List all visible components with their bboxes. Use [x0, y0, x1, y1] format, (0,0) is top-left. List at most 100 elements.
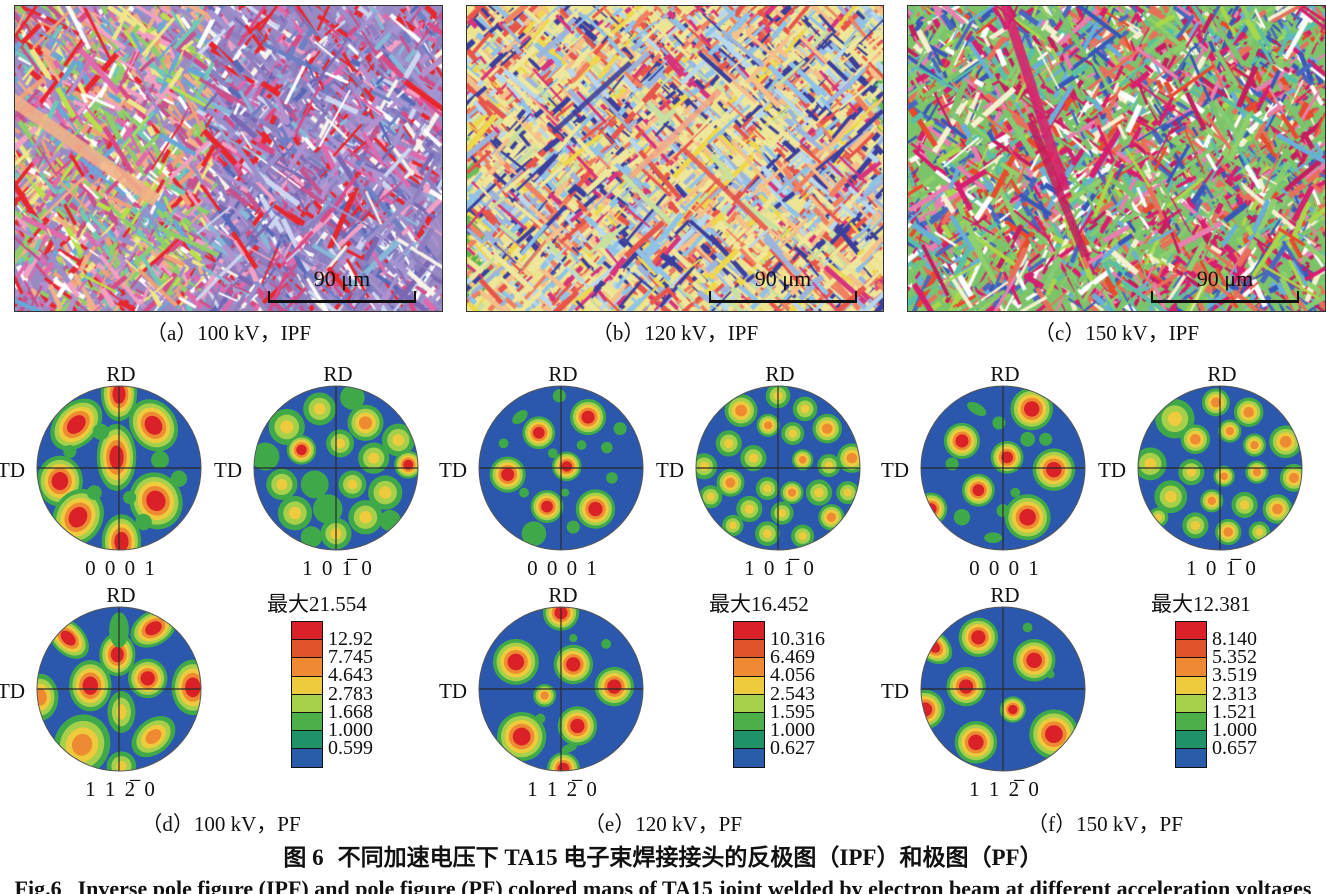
td-axis-label: TD	[656, 458, 684, 482]
ipf-map-120kv	[467, 6, 883, 311]
intensity-legend-120kv: 最大16.452 10.316 6.469 4.056 2.543 1.595 1.000…	[683, 585, 883, 802]
legend-max-label: 最大16.452	[709, 592, 809, 616]
legend-color-box	[734, 622, 764, 641]
td-axis-label: TD	[881, 458, 909, 482]
pole-figure-1120-120kv	[478, 606, 647, 775]
legend-color-box	[292, 749, 322, 767]
legend-value: 6.469	[770, 646, 815, 669]
td-axis-label: TD	[881, 679, 909, 703]
pf-cell-0001-150kv: RD TD 0 0 0 1	[881, 364, 1089, 581]
miller-index-0001: 0 0 0 1	[527, 556, 599, 580]
panel-label-f: （f）150 kV，PF	[1027, 812, 1183, 836]
legend-value: 4.056	[770, 664, 815, 687]
td-axis-label: TD	[214, 458, 242, 482]
legend-value: 0.599	[328, 737, 373, 760]
legend-color-box	[292, 676, 322, 695]
legend-values: 12.92 7.745 4.643 2.783 1.668 1.000 0.599	[328, 621, 373, 768]
caption-zh-number: 图 6	[283, 845, 324, 870]
pole-figure-section: RD TD 0 0 0 1 RD TD 1 0 1̅ 0	[0, 364, 1326, 802]
pf-group-100kv: RD TD 0 0 0 1 RD TD 1 0 1̅ 0	[0, 364, 442, 802]
legend-value: 1.000	[770, 719, 815, 742]
scale-bar-line	[709, 291, 857, 303]
legend-max-label: 最大12.381	[1151, 592, 1251, 616]
pf-cell-1010-150kv: RD TD 1 0 1̅ 0	[1098, 362, 1306, 581]
ipf-label-row: （a）100 kV，IPF （b）120 kV，IPF （c）150 kV，IP…	[0, 318, 1326, 350]
panel-label-d: （d）100 kV，PF	[141, 812, 301, 836]
miller-index-1010: 1 0 1̅ 0	[302, 556, 374, 580]
legend-value: 1.668	[328, 700, 373, 723]
legend-color-scale	[291, 621, 323, 768]
legend-color-box	[734, 712, 764, 732]
pf-cell-1120-150kv: RD TD 1 1 2̅ 0	[881, 583, 1089, 802]
caption-en-text: Inverse pole figure (IPF) and pole figur…	[77, 876, 1312, 894]
legend-value: 8.140	[1212, 628, 1257, 650]
miller-index-1120: 1 1 2̅ 0	[969, 777, 1041, 801]
pole-figure-0001-120kv	[478, 385, 647, 554]
miller-index-0001: 0 0 0 1	[969, 556, 1041, 580]
rd-axis-label: RD	[548, 583, 578, 607]
pf-cell-1120-100kv: RD TD 1 1 2̅ 0	[0, 583, 205, 802]
legend-color-box	[1176, 658, 1206, 677]
panel-label-b: （b）120 kV，IPF	[591, 321, 759, 345]
legend-value: 2.543	[770, 682, 815, 705]
legend-value: 0.657	[1212, 737, 1257, 760]
legend-value: 1.000	[328, 719, 373, 742]
miller-index-1010: 1 0 1̅ 0	[744, 556, 816, 580]
legend-color-box	[1176, 676, 1206, 695]
scale-bar-line	[268, 291, 416, 303]
ipf-map-100kv	[15, 6, 442, 311]
rd-axis-label: RD	[106, 362, 136, 386]
legend-color-box	[1176, 749, 1206, 767]
ipf-map-150kv	[908, 6, 1325, 311]
legend-value: 12.92	[328, 628, 373, 650]
caption-chinese: 图 6 不同加速电压下 TA15 电子束焊接接头的反极图（IPF）和极图（PF）	[0, 842, 1326, 874]
rd-axis-label: RD	[1207, 362, 1237, 386]
scale-bar: 90 μm	[1151, 267, 1299, 303]
legend-color-box	[734, 749, 764, 767]
legend-color-box	[734, 640, 764, 659]
ipf-map-panel-100kv: 90 μm	[14, 5, 443, 312]
legend-value: 7.745	[328, 646, 373, 669]
legend-values: 8.140 5.352 3.519 2.313 1.521 1.000 0.657	[1212, 621, 1257, 768]
ipf-map-panel-120kv: 90 μm	[466, 5, 884, 312]
pole-figure-1120-150kv	[920, 606, 1089, 775]
legend-color-box	[1176, 640, 1206, 659]
caption-zh-text: 不同加速电压下 TA15 电子束焊接接头的反极图（IPF）和极图（PF）	[337, 845, 1043, 870]
ipf-map-row: 90 μm 90 μm 90 μm	[0, 0, 1326, 312]
legend-value: 3.519	[1212, 664, 1257, 687]
scale-bar-label: 90 μm	[754, 266, 812, 291]
td-axis-label: TD	[0, 458, 25, 482]
miller-index-0001: 0 0 0 1	[85, 556, 157, 580]
intensity-legend-100kv: 最大21.554 12.92 7.745 4.643 2.783 1.668 1.000 0…	[241, 585, 441, 802]
miller-index-1120: 1 1 2̅ 0	[527, 777, 599, 801]
legend-value: 10.316	[770, 628, 825, 650]
pole-figure-1010-100kv	[253, 385, 422, 554]
rd-axis-label: RD	[990, 583, 1020, 607]
scale-bar-label: 90 μm	[313, 266, 371, 291]
rd-axis-label: RD	[548, 362, 578, 386]
legend-color-box	[734, 676, 764, 695]
scale-bar-label: 90 μm	[1196, 266, 1254, 291]
td-axis-label: TD	[0, 679, 25, 703]
scale-bar-line	[1151, 291, 1299, 303]
pf-cell-1120-120kv: RD TD 1 1 2̅ 0	[439, 583, 647, 802]
td-axis-label: TD	[1098, 458, 1126, 482]
legend-value: 2.313	[1212, 682, 1257, 705]
legend-value: 1.521	[1212, 700, 1257, 723]
legend-value: 0.627	[770, 737, 815, 760]
pole-figure-1010-150kv	[1137, 385, 1306, 554]
pf-label-row: （d）100 kV，PF （e）120 kV，PF （f）150 kV，PF	[0, 810, 1326, 840]
legend-color-box	[292, 712, 322, 732]
pole-figure-1120-100kv	[36, 606, 205, 775]
pole-figure-0001-100kv	[36, 385, 205, 554]
legend-values: 10.316 6.469 4.056 2.543 1.595 1.000 0.627	[770, 621, 825, 768]
pf-cell-1010-120kv: RD TD 1 0 1̅ 0	[656, 364, 864, 581]
pole-figure-0001-150kv	[920, 385, 1089, 554]
rd-axis-label: RD	[106, 583, 136, 607]
legend-color-scale	[733, 621, 765, 768]
legend-color-box	[292, 731, 322, 750]
legend-max-label: 最大21.554	[267, 592, 367, 616]
legend-value: 1.595	[770, 700, 815, 723]
ipf-map-panel-150kv: 90 μm	[907, 5, 1326, 312]
